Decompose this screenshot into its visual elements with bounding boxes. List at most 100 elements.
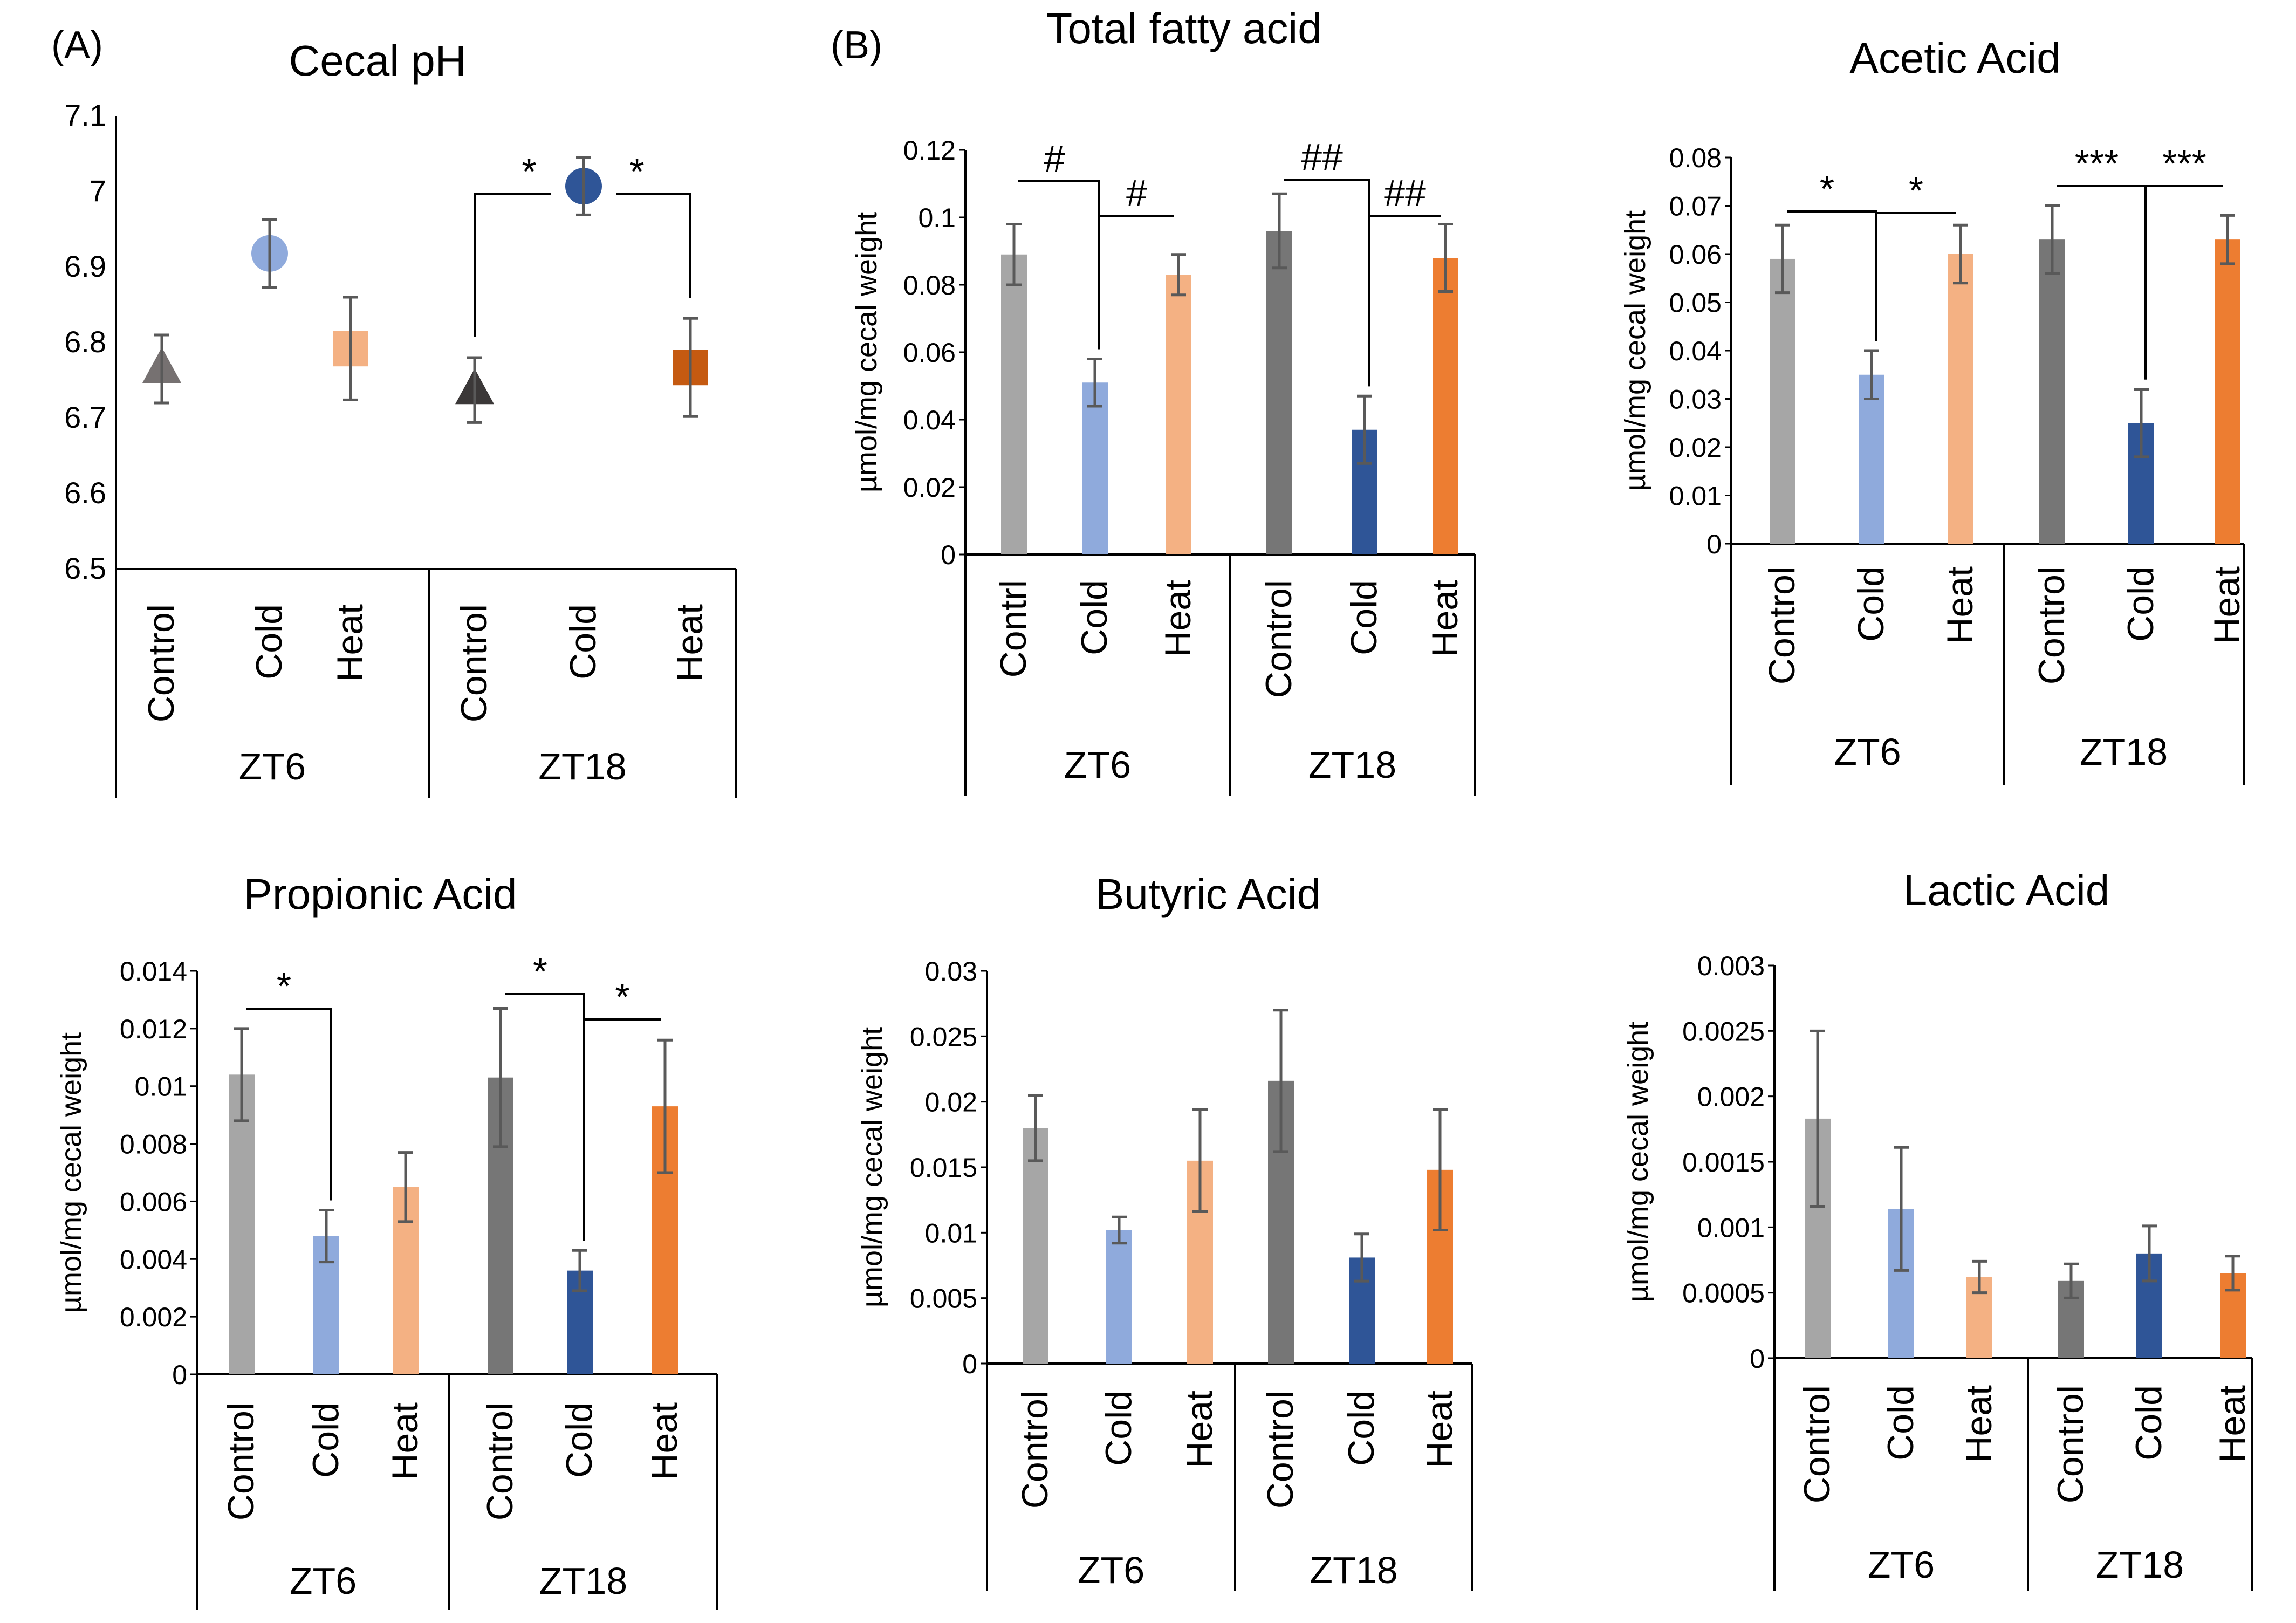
group-label: ZT18 [538, 745, 626, 787]
bar [229, 1074, 255, 1374]
category-label: Heat [2212, 1385, 2253, 1463]
y-tick-label: 0.001 [1697, 1213, 1765, 1243]
category-label: Control [141, 604, 182, 722]
y-axis-title: µmol/mg cecal weight [851, 212, 883, 492]
chart-total: Total fatty acid 0 0.02 0.04 0.06 0.08 0.1 0.12… [851, 4, 1476, 796]
significance-bracket [2144, 185, 2223, 380]
y-tick-label: 0.03 [1669, 385, 1722, 415]
significance-bracket [505, 993, 585, 1241]
bar [1770, 258, 1795, 544]
significance-bracket [1098, 215, 1174, 350]
chart-propionic: Propionic Acid 0 0.002 0.004 0.006 0.008 0.01 0… [55, 870, 718, 1610]
group-label: ZT18 [1308, 744, 1396, 786]
y-tick-label: 0.0025 [1682, 1016, 1765, 1046]
y-tick-label: 0.015 [910, 1153, 977, 1183]
y-tick-label: 0.08 [903, 270, 956, 300]
category-label: Cold [1074, 580, 1115, 655]
panel-label-a: (A) [51, 24, 103, 67]
bar [1433, 258, 1458, 554]
category-label: Contrl [993, 580, 1034, 677]
y-tick-label: 0.04 [1669, 336, 1722, 366]
significance-label: ## [1301, 136, 1343, 178]
category-label: Control [221, 1402, 262, 1521]
significance-label: * [533, 950, 547, 992]
chart-title: Lactic Acid [1903, 866, 2109, 914]
chart-title: Acetic Acid [1849, 34, 2060, 82]
bar [1859, 374, 1884, 544]
y-tick-label: 0.06 [1669, 239, 1722, 270]
category-label: Heat [1157, 580, 1198, 658]
category-label: Control [1015, 1391, 1056, 1509]
y-tick-label: 0.04 [903, 405, 956, 435]
group-label: ZT6 [1834, 731, 1901, 773]
chart-butyric: Butyric Acid 0 0.005 0.01 0.015 0.02 0.025 0.03… [856, 870, 1473, 1591]
y-tick-label: 0.08 [1669, 143, 1722, 173]
significance-bracket [1875, 212, 1956, 341]
chart-acetic: Acetic Acid 0 0.01 0.02 0.03 0.04 0.05 0.06 0.07… [1619, 34, 2247, 785]
y-tick-label: 0.002 [1697, 1082, 1765, 1112]
category-label: Cold [2128, 1385, 2169, 1461]
y-tick-label: 0 [1750, 1344, 1765, 1374]
bar [1266, 231, 1292, 554]
significance-label: # [1044, 138, 1065, 180]
category-label: Cold [1850, 566, 1891, 642]
group-label: ZT6 [1078, 1549, 1144, 1591]
y-tick-label: 0.1 [918, 203, 956, 233]
y-tick-label: 6.5 [64, 551, 106, 585]
category-label: Heat [1419, 1391, 1460, 1468]
significance-bracket [246, 1008, 332, 1201]
y-tick-label: 6.7 [64, 400, 106, 434]
category-label: Heat [644, 1402, 685, 1480]
y-tick-label: 0.03 [925, 956, 977, 987]
significance-label: # [1126, 172, 1147, 214]
significance-bracket [616, 193, 691, 298]
significance-label: * [1909, 169, 1923, 211]
category-label: Control [2031, 566, 2072, 684]
significance-bracket [1018, 180, 1100, 350]
y-tick-label: 7.1 [64, 98, 106, 132]
panel-label-b: (B) [831, 24, 882, 67]
y-tick-label: 0.0005 [1682, 1278, 1765, 1309]
bar [1166, 275, 1191, 554]
y-tick-label: 0.02 [903, 472, 956, 503]
category-label: Control [1260, 1391, 1301, 1509]
bar [2039, 239, 2065, 544]
y-tick-label: 0.01 [925, 1218, 977, 1248]
chart-title: Propionic Acid [244, 870, 517, 918]
group-label: ZT18 [2096, 1544, 2184, 1586]
significance-bracket [474, 193, 551, 337]
significance-label: * [629, 150, 644, 193]
significance-label: * [1820, 168, 1834, 210]
category-label: Cold [1344, 580, 1385, 655]
group-label: ZT6 [1868, 1544, 1935, 1586]
category-label: Cold [249, 604, 290, 680]
y-tick-label: 0.07 [1669, 191, 1722, 222]
category-label: Cold [305, 1402, 346, 1478]
bar [1948, 254, 1973, 544]
y-tick-label: 0 [962, 1349, 977, 1379]
significance-bracket [2057, 185, 2147, 380]
y-tick-label: 0.0015 [1682, 1147, 1765, 1177]
category-label: Heat [669, 604, 710, 682]
y-tick-label: 0.12 [903, 135, 956, 166]
y-tick-label: 0.003 [1697, 951, 1765, 981]
category-label: Heat [2206, 566, 2247, 644]
group-label: ZT18 [2080, 731, 2168, 773]
y-tick-label: 7 [90, 174, 106, 208]
y-tick-label: 0.025 [910, 1022, 977, 1052]
category-label: Cold [1098, 1391, 1139, 1466]
group-label: ZT18 [1310, 1549, 1397, 1591]
y-tick-label: 0.004 [120, 1244, 187, 1275]
bar [1023, 1128, 1048, 1364]
y-tick-label: 0.02 [925, 1087, 977, 1118]
category-label: Heat [1958, 1385, 1999, 1463]
category-label: Cold [1341, 1391, 1382, 1466]
significance-bracket [583, 1018, 661, 1241]
bar [1106, 1230, 1132, 1364]
category-label: Control [2050, 1385, 2091, 1503]
y-tick-label: 0.002 [120, 1302, 187, 1332]
chart-title: Cecal pH [289, 37, 466, 85]
y-tick-label: 0.01 [1669, 481, 1722, 511]
significance-label: *** [2075, 142, 2119, 184]
